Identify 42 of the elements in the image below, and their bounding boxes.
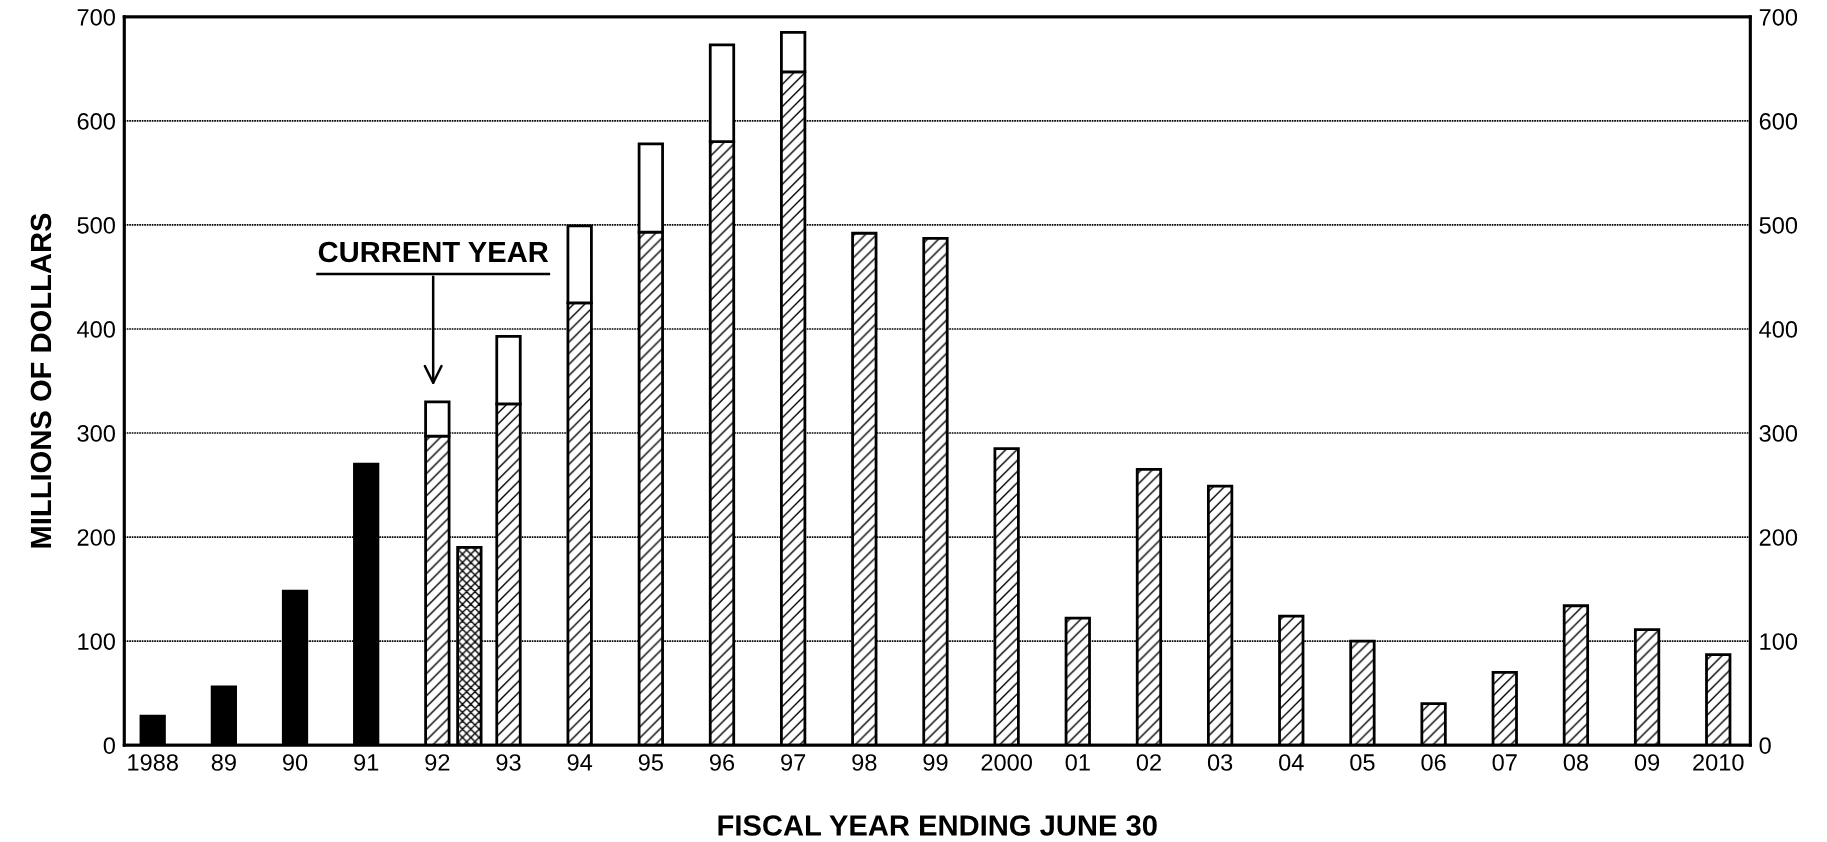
x-tick-label: 02 [1136, 754, 1161, 771]
x-tick-label: 03 [1207, 754, 1233, 771]
x-tick-label: 2000 [981, 754, 1032, 771]
y-axis-title: MILLIONS OF DOLLARS [30, 213, 52, 548]
x-tick-label: 06 [1421, 754, 1446, 771]
x-tick-label: 07 [1492, 754, 1517, 771]
y-tick-label: 300 [77, 425, 115, 442]
x-tick-label: 93 [496, 754, 521, 771]
y-tick-label: 400 [77, 321, 115, 338]
x-tick-label: 89 [211, 754, 236, 771]
y-tick-label: 0 [103, 737, 115, 754]
y-tick-label: 700 [77, 8, 115, 26]
x-tick-label: 98 [852, 754, 877, 771]
y2-tick-label: 600 [1759, 112, 1798, 130]
x-tick-label: 01 [1065, 754, 1090, 771]
y-tick-label: 600 [77, 112, 115, 130]
x-tick-label: 95 [638, 754, 663, 771]
y2-tick-label: 400 [1759, 321, 1798, 338]
x-tick-label: 90 [283, 754, 308, 771]
x-tick-label: 04 [1279, 754, 1304, 771]
x-tick-label: 09 [1634, 754, 1660, 771]
y-tick-label: 500 [77, 217, 115, 234]
x-tick-label: 08 [1563, 754, 1589, 771]
x-tick-label: 92 [425, 754, 450, 771]
y2-tick-label: 0 [1759, 737, 1771, 754]
x-axis-title: FISCAL YEAR ENDING JUNE 30 [718, 815, 1157, 836]
x-tick-label: 94 [567, 754, 593, 771]
y2-tick-label: 700 [1759, 8, 1798, 26]
x-tick-label: 05 [1350, 754, 1375, 771]
y2-tick-label: 200 [1759, 529, 1798, 546]
x-tick-label: 1988 [128, 754, 178, 771]
y2-tick-label: 100 [1760, 633, 1798, 650]
annotation: CURRENT YEAR [318, 241, 549, 263]
x-tick-label: 91 [354, 754, 379, 771]
x-tick-label: 99 [923, 754, 948, 771]
x-tick-label: 2010 [1693, 754, 1744, 771]
y2-tick-label: 300 [1759, 425, 1798, 442]
y2-tick-label: 500 [1759, 217, 1798, 234]
y-tick-label: 100 [78, 633, 115, 650]
y-tick-label: 200 [77, 529, 115, 546]
x-tick-label: 96 [709, 754, 735, 771]
x-tick-label: 97 [781, 754, 806, 771]
